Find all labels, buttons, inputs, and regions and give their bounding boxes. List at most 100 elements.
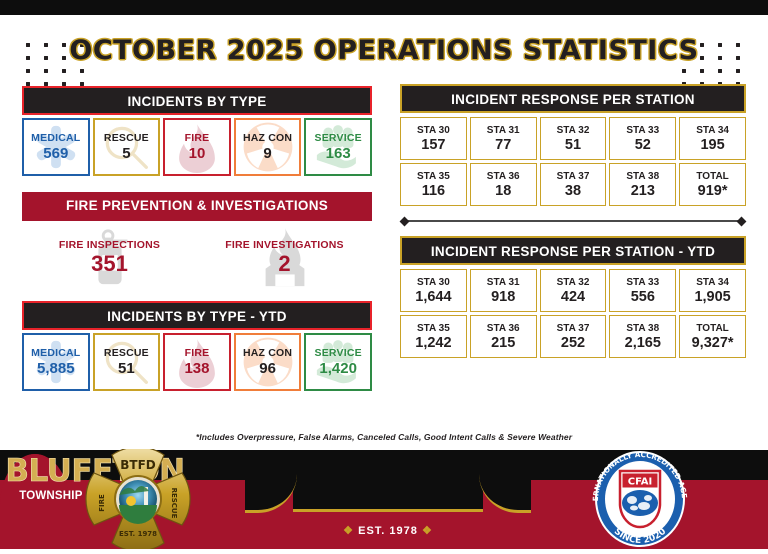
table-row: STA 35 1,242 STA 36 215 STA 37 252 STA 3… [400, 315, 746, 358]
fire-extinguisher-icon [79, 226, 141, 288]
incident-type-cell-fire[interactable]: FIRE 10 [163, 118, 231, 176]
station-value: 195 [700, 136, 725, 153]
footer-center-banner [245, 450, 531, 513]
incident-type-label: HAZ CON [242, 347, 293, 359]
station-label: STA 34 [696, 124, 729, 136]
incident-type-ytd-cell-rescue[interactable]: RESCUE 51 [92, 333, 161, 391]
station-label: STA 37 [556, 170, 590, 182]
fire-prevention-row: FIRE INSPECTIONS 351 FIRE INVESTIGATIONS… [22, 227, 372, 289]
incident-type-label: FIRE [184, 347, 210, 359]
incident-type-cell-haz-con[interactable]: HAZ CON 9 [233, 118, 302, 176]
station-cell[interactable]: STA 30 1,644 [400, 269, 467, 312]
ornament-left-icon: ❖ [343, 525, 355, 537]
fire-inspections-value: 351 [91, 251, 128, 276]
station-label: STA 35 [417, 170, 450, 182]
response-per-station-ytd-table: STA 30 1,644 STA 31 918 STA 32 424 STA 3… [400, 269, 746, 358]
station-cell[interactable]: STA 36 18 [469, 163, 537, 206]
fire-inspections-item[interactable]: FIRE INSPECTIONS 351 [22, 227, 197, 289]
incident-type-value: 51 [118, 360, 135, 377]
station-cell[interactable]: STA 38 2,165 [609, 315, 677, 358]
incident-type-label: SERVICE [314, 347, 362, 359]
station-label: STA 35 [417, 322, 450, 334]
burning-house-icon [254, 226, 316, 288]
incident-type-cell-medical[interactable]: MEDICAL 569 [22, 118, 90, 176]
station-cell[interactable]: STA 33 52 [609, 117, 677, 160]
station-total-cell[interactable]: TOTAL 9,327* [679, 315, 746, 358]
station-cell[interactable]: STA 30 157 [400, 117, 467, 160]
incident-type-cell-rescue[interactable]: RESCUE 5 [92, 118, 161, 176]
station-value: 1,905 [694, 288, 731, 305]
station-label: STA 33 [626, 124, 660, 136]
decorative-dot-grid-right [682, 43, 754, 95]
station-value: 556 [630, 288, 655, 305]
station-cell[interactable]: STA 32 424 [539, 269, 607, 312]
station-cell[interactable]: STA 31 918 [469, 269, 537, 312]
decorative-dot-grid-left [26, 43, 98, 95]
magnifier-icon [100, 121, 152, 173]
ornament-right-icon: ❖ [421, 525, 433, 537]
station-cell[interactable]: STA 38 213 [609, 163, 677, 206]
station-cell[interactable]: STA 31 77 [469, 117, 537, 160]
station-cell[interactable]: STA 36 215 [469, 315, 537, 358]
flame-icon [171, 336, 223, 388]
station-value: 2,165 [624, 334, 661, 351]
incident-type-ytd-cell-fire[interactable]: FIRE 138 [163, 333, 231, 391]
fire-inspections-label: FIRE INSPECTIONS [58, 239, 161, 251]
station-label: STA 38 [626, 322, 660, 334]
station-label: STA 30 [417, 124, 450, 136]
response-per-station-heading: INCIDENT RESPONSE PER STATION [400, 84, 746, 113]
station-cell[interactable]: STA 35 116 [400, 163, 467, 206]
station-cell[interactable]: STA 34 1,905 [679, 269, 746, 312]
station-cell[interactable]: STA 37 252 [539, 315, 607, 358]
flame-icon [171, 121, 223, 173]
station-value: 52 [634, 136, 651, 153]
station-label: STA 32 [556, 124, 590, 136]
incidents-by-type-ytd-heading: INCIDENTS BY TYPE - YTD [22, 301, 372, 330]
station-label: STA 33 [626, 276, 660, 288]
station-label: STA 37 [556, 322, 590, 334]
station-label: STA 31 [486, 276, 520, 288]
station-cell[interactable]: STA 34 195 [679, 117, 746, 160]
station-label: STA 38 [626, 170, 660, 182]
fire-investigations-value: 2 [278, 251, 291, 276]
right-column: INCIDENT RESPONSE PER STATION STA 30 157… [400, 84, 746, 361]
response-per-station-table: STA 30 157 STA 31 77 STA 32 51 STA 33 52… [400, 117, 746, 206]
incident-type-value: 5 [122, 145, 131, 162]
radiation-icon [242, 336, 294, 388]
title-zone: OCTOBER 2025 OPERATIONS STATISTICS [0, 15, 768, 86]
station-value: 918 [491, 288, 516, 305]
incident-type-ytd-cell-service[interactable]: SERVICE 1,420 [304, 333, 372, 391]
incident-type-ytd-cell-haz-con[interactable]: HAZ CON 96 [233, 333, 302, 391]
incident-type-value: 1,420 [319, 360, 357, 377]
station-label: STA 30 [417, 276, 450, 288]
station-value: 1,242 [415, 334, 452, 351]
radiation-icon [242, 121, 294, 173]
station-value: 51 [564, 136, 582, 153]
helping-hands-icon [312, 121, 364, 173]
station-cell[interactable]: STA 37 38 [539, 163, 607, 206]
incident-type-value: 138 [184, 360, 210, 377]
footnote: *Includes Overpressure, False Alarms, Ca… [195, 432, 573, 442]
station-label: STA 34 [696, 276, 729, 288]
badge-left-text: FIRE [98, 494, 106, 512]
station-value: 18 [495, 182, 512, 199]
station-cell[interactable]: STA 35 1,242 [400, 315, 467, 358]
response-per-station-ytd-heading: INCIDENT RESPONSE PER STATION - YTD [400, 236, 746, 265]
fire-investigations-item[interactable]: FIRE INVESTIGATIONS 2 [197, 227, 372, 289]
incident-type-value: 569 [43, 145, 69, 162]
station-total-cell[interactable]: TOTAL 919* [679, 163, 746, 206]
station-value: 116 [421, 182, 446, 199]
station-label: STA 32 [556, 276, 590, 288]
incident-type-label: FIRE [184, 132, 210, 144]
incident-type-label: MEDICAL [31, 132, 81, 144]
star-of-life-icon [30, 336, 82, 388]
station-label: STA 36 [486, 170, 520, 182]
left-column: INCIDENTS BY TYPE MEDICAL 569 RESCUE 5 [22, 86, 372, 391]
station-label: TOTAL [696, 170, 729, 182]
station-cell[interactable]: STA 32 51 [539, 117, 607, 160]
incident-type-cell-service[interactable]: SERVICE 163 [304, 118, 372, 176]
station-cell[interactable]: STA 33 556 [609, 269, 677, 312]
incident-type-ytd-cell-medical[interactable]: MEDICAL 5,885 [22, 333, 90, 391]
established-text: EST. 1978 [358, 525, 418, 537]
helping-hands-icon [312, 336, 364, 388]
